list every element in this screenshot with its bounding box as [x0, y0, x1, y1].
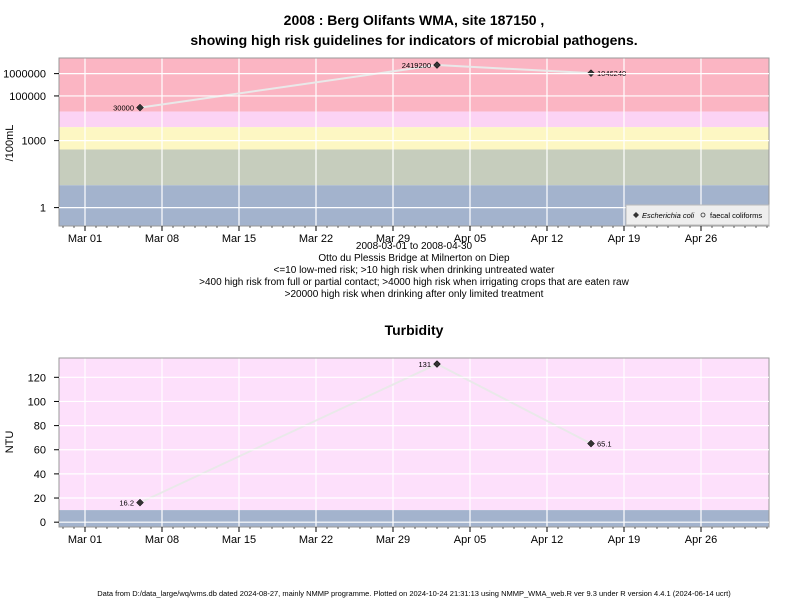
x-tick-label: Mar 15 — [222, 233, 256, 245]
x-tick-label: Mar 08 — [145, 233, 179, 245]
x-tick-label: Apr 19 — [608, 534, 640, 546]
y-tick-label: 80 — [34, 421, 46, 433]
x-tick-label: Mar 08 — [145, 534, 179, 546]
x-tick-label: Mar 22 — [299, 233, 333, 245]
chart1-caption-guideline-2: >400 high risk from full or partial cont… — [199, 277, 629, 288]
risk-band-4 — [59, 149, 769, 186]
legend: Escherichia coli faecal coliforms — [625, 204, 770, 226]
legend-box — [625, 204, 770, 226]
data-point-marker — [587, 439, 595, 448]
y-tick-label: 40 — [34, 469, 46, 481]
y-tick-label: 120 — [28, 372, 46, 384]
chart1-caption-site: Otto du Plessis Bridge at Milnerton on D… — [318, 253, 510, 264]
x-tick-label: Mar 29 — [376, 534, 410, 546]
plot-frame — [58, 357, 770, 528]
risk-band-2 — [59, 510, 769, 527]
risk-band-2 — [59, 111, 769, 128]
y-tick-label: 1 — [40, 203, 46, 215]
risk-band-1 — [59, 358, 769, 511]
data-label: 30000 — [113, 104, 134, 113]
chart1-caption-guideline-3: >20000 high risk when drinking after onl… — [285, 289, 544, 300]
chart2-plot-area: Mar 01 Mar 08 Mar 15 Mar 22 Mar 29 Apr 05 Apr … — [28, 357, 770, 546]
y-tick-label: 1000 — [22, 136, 46, 148]
legend-label-faecal: faecal coliforms — [710, 211, 762, 220]
chart1-subtitle: showing high risk guidelines for indicat… — [190, 32, 637, 48]
data-label: 131 — [418, 360, 431, 369]
chart1-title: 2008 : Berg Olifants WMA, site 187150 , — [284, 12, 545, 28]
x-tick-label: Mar 22 — [299, 534, 333, 546]
footer-note: Data from D:/data_large/wq/wms.db dated … — [97, 589, 731, 598]
x-tick-label: Apr 19 — [608, 233, 640, 245]
chart1-caption-guideline-1: <=10 low-med risk; >10 high risk when dr… — [274, 265, 556, 276]
data-point-marker — [433, 360, 441, 368]
y-tick-label: 20 — [34, 493, 46, 505]
chart2-title: Turbidity — [385, 322, 444, 338]
data-point-marker — [433, 61, 441, 69]
risk-band-3 — [59, 127, 769, 150]
legend-label-ecoli: Escherichia coli — [642, 211, 694, 220]
x-tick-label: Apr 12 — [531, 233, 563, 245]
x-tick-label: Apr 12 — [531, 534, 563, 546]
y-tick-label: 100000 — [9, 91, 46, 103]
legend-marker-ecoli — [633, 212, 639, 218]
x-tick-label: Apr 26 — [685, 534, 717, 546]
y-tick-label: 1000000 — [3, 69, 46, 81]
data-point-marker — [136, 498, 144, 507]
y-tick-label: 60 — [34, 445, 46, 457]
x-tick-label: Mar 29 — [376, 233, 410, 245]
data-label: 2419200 — [402, 61, 431, 70]
chart1-caption-date-range: 2008-03-01 to 2008-04-30 — [356, 241, 473, 252]
chart1-ylabel: /100mL — [4, 125, 16, 162]
chart2-ylabel: NTU — [4, 431, 16, 454]
x-tick-label: Mar 15 — [222, 534, 256, 546]
data-point-marker — [136, 103, 144, 112]
y-tick-label: 0 — [40, 517, 46, 529]
y-tick-label: 100 — [28, 396, 46, 408]
chart1-plot-area: Mar 01 Mar 08 Mar 15 Mar 22 Mar 29 Apr 05 Apr … — [3, 57, 770, 245]
x-tick-label: Apr 05 — [454, 534, 486, 546]
data-label: 65.1 — [597, 440, 612, 449]
legend-marker-faecal — [700, 212, 706, 218]
plot-frame — [58, 57, 770, 227]
x-tick-label: Apr 05 — [454, 233, 486, 245]
x-tick-label: Apr 26 — [685, 233, 717, 245]
data-label: 16.2 — [119, 499, 134, 508]
x-tick-label: Mar 01 — [68, 233, 102, 245]
x-tick-label: Mar 01 — [68, 534, 102, 546]
